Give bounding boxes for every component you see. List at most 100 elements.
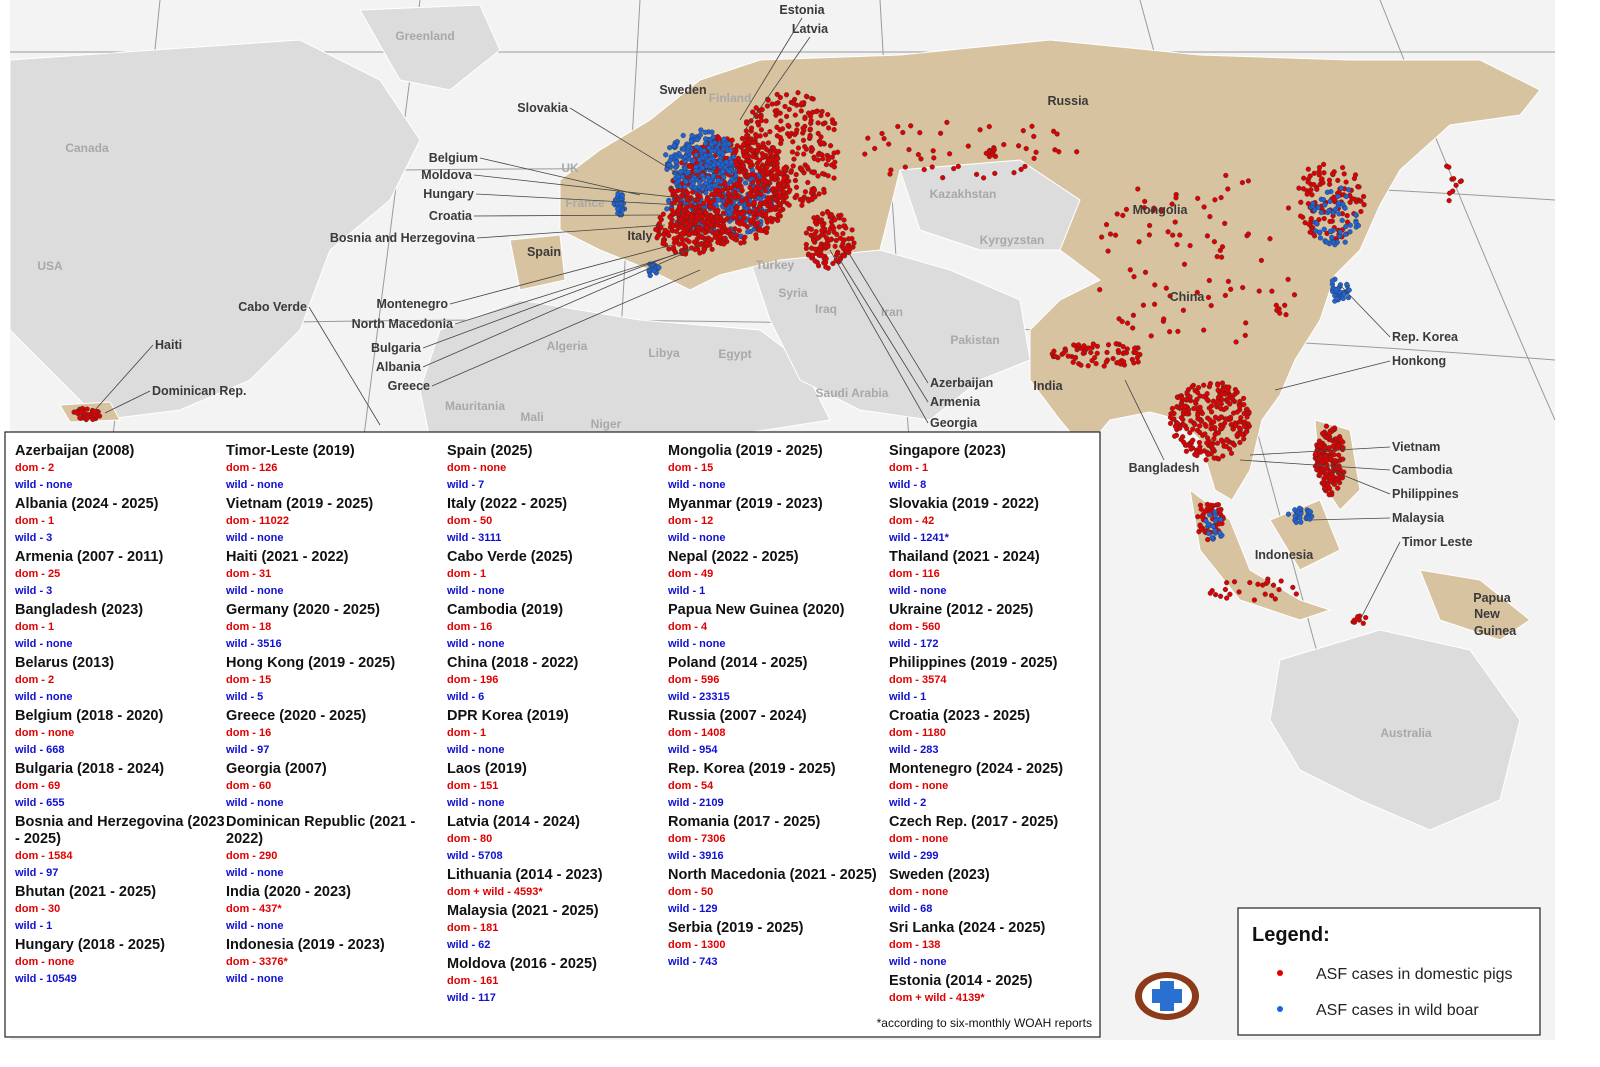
domestic-dot <box>802 189 809 195</box>
domestic-dot <box>825 125 832 131</box>
domestic-dot <box>1324 462 1330 468</box>
country-name: Romania (2017 - 2025) <box>668 814 821 830</box>
country-entry: Serbia (2019 - 2025) dom - 1300 wild - 743 <box>668 920 880 971</box>
domestic-count: dom - 18 <box>226 621 272 633</box>
domestic-dot <box>921 167 927 173</box>
domestic-dot <box>1033 149 1039 155</box>
domestic-dot <box>1113 341 1119 347</box>
domestic-dot <box>1228 450 1235 456</box>
domestic-dot <box>685 210 692 216</box>
domestic-dot <box>1167 293 1173 299</box>
domestic-dot <box>744 133 750 139</box>
domestic-dot <box>1210 446 1216 452</box>
domestic-dot <box>965 143 971 149</box>
domestic-dot <box>1166 329 1173 335</box>
domestic-dot <box>711 192 718 198</box>
wild-dot <box>708 141 715 148</box>
wild-dot <box>1329 278 1336 284</box>
wild-dot <box>1337 229 1343 235</box>
domestic-dot <box>1181 261 1188 267</box>
domestic-dot <box>817 139 823 145</box>
country-name: India (2020 - 2023) <box>226 884 351 900</box>
domestic-dot <box>1326 485 1333 492</box>
country-name: Mongolia (2019 - 2025) <box>668 443 823 459</box>
domestic-dot <box>78 409 84 415</box>
domestic-dot <box>1101 363 1107 369</box>
country-entry: Timor-Leste (2019) dom - 126 wild - none <box>226 443 438 494</box>
domestic-dot <box>879 130 885 137</box>
domestic-dot <box>776 201 783 207</box>
domestic-dot <box>777 110 783 116</box>
footnote: *according to six-monthly WOAH reports <box>877 1016 1092 1030</box>
domestic-dot <box>713 230 719 236</box>
wild-dot <box>1338 185 1344 191</box>
country-entry: Philippines (2019 - 2025) dom - 3574 wild … <box>889 655 1101 706</box>
domestic-dot <box>1293 591 1299 597</box>
domestic-dot <box>724 197 731 204</box>
callout-label: Rep. Korea <box>1392 330 1459 344</box>
country-name: Thailand (2021 - 2024) <box>889 549 1040 565</box>
wild-dot <box>702 129 708 135</box>
domestic-dot <box>783 92 790 98</box>
domestic-dot <box>751 214 757 221</box>
country-entry: Myanmar (2019 - 2023) dom - 12 wild - none <box>668 496 880 547</box>
domestic-dot <box>1278 578 1284 584</box>
domestic-dot <box>1310 225 1316 231</box>
domestic-dot <box>741 221 748 228</box>
country-name: Haiti (2021 - 2022) <box>226 549 349 565</box>
domestic-dot <box>1105 342 1112 348</box>
wild-dot <box>1293 519 1299 526</box>
domestic-dot <box>800 137 807 143</box>
country-name: China (2018 - 2022) <box>447 655 579 671</box>
wild-dot <box>1333 206 1339 212</box>
wild-count: wild - 129 <box>668 903 718 915</box>
domestic-dot <box>1247 579 1253 586</box>
country-name: Cambodia (2019) <box>447 602 564 618</box>
domestic-dot <box>667 214 673 220</box>
domestic-dot <box>1211 436 1217 442</box>
country-name: North Macedonia (2021 - 2025) <box>668 867 877 883</box>
domestic-dot <box>704 225 710 231</box>
wild-count: wild - 3 <box>15 532 53 544</box>
domestic-dot <box>1187 243 1193 249</box>
wild-dot <box>1217 530 1223 536</box>
domestic-dot <box>1072 355 1078 361</box>
domestic-dot <box>1297 213 1304 219</box>
domestic-dot <box>1336 480 1343 486</box>
domestic-dot <box>1130 312 1137 318</box>
wild-dot <box>1330 210 1336 216</box>
domestic-dot <box>794 121 800 128</box>
domestic-dot <box>1195 385 1202 391</box>
domestic-dot <box>1343 179 1349 185</box>
domestic-dot <box>1446 190 1453 196</box>
domestic-dot <box>1285 276 1291 283</box>
domestic-dot <box>819 108 825 115</box>
domestic-count: dom - 3574 <box>889 674 947 686</box>
domestic-dot <box>746 208 752 215</box>
wild-dot <box>1343 224 1349 230</box>
callout-label: Bulgaria <box>371 341 422 355</box>
country-entry: Cambodia (2019) dom - 16 wild - none <box>447 602 659 653</box>
domestic-dot <box>1332 197 1338 203</box>
country-entry: Germany (2020 - 2025) dom - 18 wild - 3516 <box>226 602 438 653</box>
domestic-dot <box>797 196 803 203</box>
country-name: Hungary (2018 - 2025) <box>15 937 165 953</box>
domestic-dot <box>1211 419 1217 425</box>
domestic-dot <box>1091 355 1098 361</box>
table-column: Timor-Leste (2019) dom - 126 wild - none Vi… <box>226 443 438 990</box>
affected-country-label: India <box>1033 379 1063 393</box>
domestic-count: dom + wild - 4593* <box>447 886 543 898</box>
domestic-dot <box>1217 593 1224 599</box>
country-name: Vietnam (2019 - 2025) <box>226 496 374 512</box>
country-entry: Malaysia (2021 - 2025) dom - 181 wild - 62 <box>447 903 659 954</box>
wild-dot <box>700 176 707 182</box>
domestic-dot <box>1340 456 1346 462</box>
wild-dot <box>673 154 680 160</box>
country-entry: China (2018 - 2022) dom - 196 wild - 6 <box>447 655 659 706</box>
domestic-dot <box>1308 216 1314 222</box>
domestic-dot <box>1031 133 1037 140</box>
domestic-dot <box>827 237 833 243</box>
country-entry: Hong Kong (2019 - 2025) dom - 15 wild - 5 <box>226 655 438 706</box>
domestic-dot <box>1320 161 1327 168</box>
domestic-dot <box>91 408 97 414</box>
